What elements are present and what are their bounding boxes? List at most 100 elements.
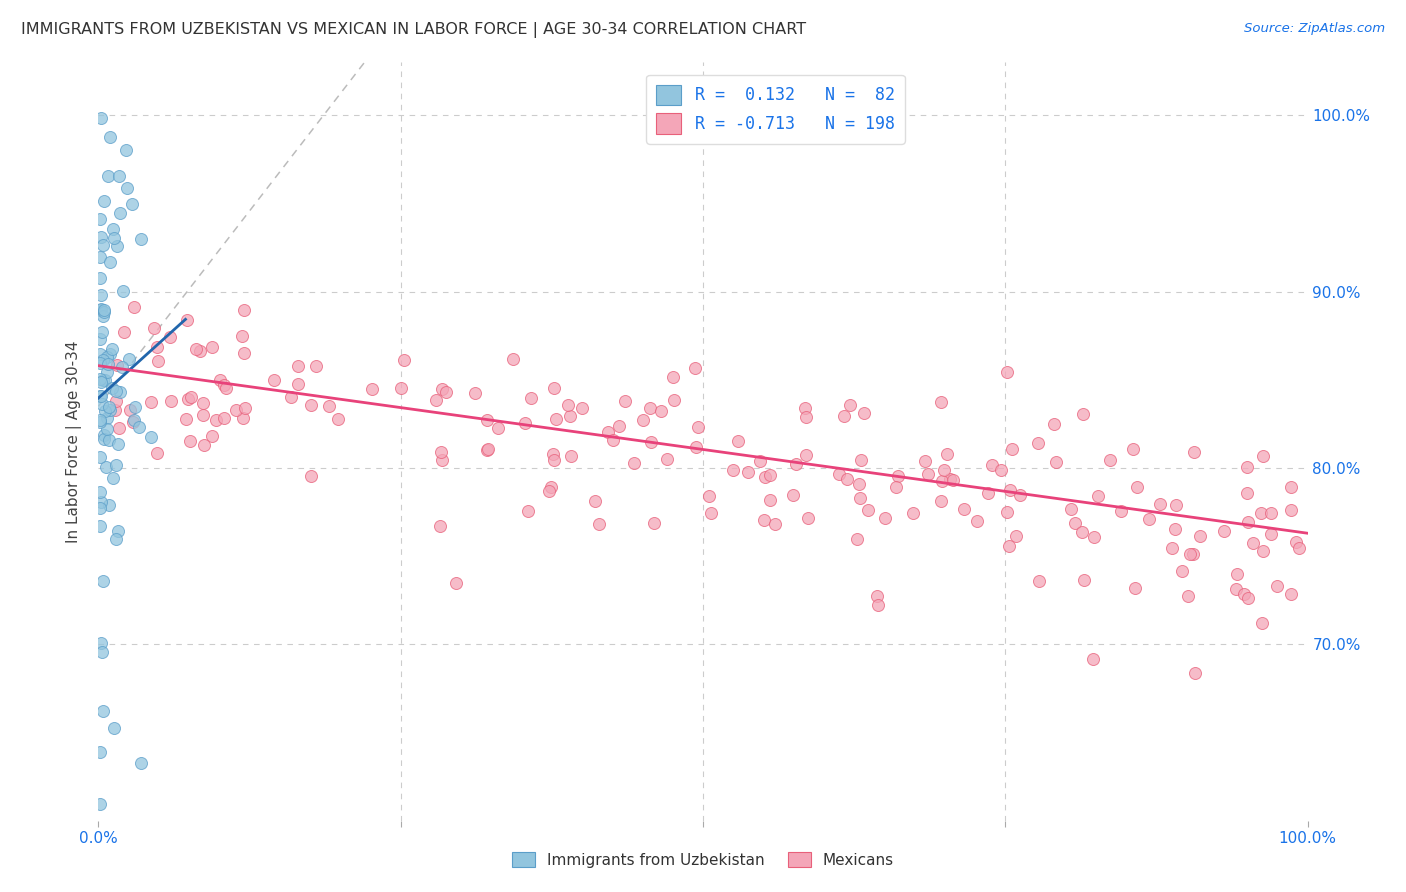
Point [543, 452, 565, 467]
Point [208, 373, 231, 387]
Point [838, 398, 860, 412]
Point [931, 474, 953, 488]
Point [90, 111, 112, 125]
Point [929, 493, 952, 508]
Point [90, 495, 112, 509]
Point [942, 473, 965, 487]
Point [464, 386, 486, 401]
Point [1166, 498, 1188, 512]
Point [602, 433, 624, 447]
Point [180, 391, 202, 405]
Point [263, 373, 285, 387]
Point [91, 645, 114, 659]
Point [392, 353, 415, 368]
Point [1073, 573, 1095, 587]
Point [849, 491, 872, 506]
Point [98, 346, 121, 360]
Point [1123, 582, 1146, 596]
Point [966, 514, 988, 528]
Point [486, 421, 509, 435]
Point [215, 381, 238, 395]
Point [1137, 512, 1160, 526]
Point [98, 498, 121, 512]
Point [89, 356, 111, 370]
Point [1260, 506, 1282, 520]
Point [389, 381, 412, 395]
Point [914, 454, 936, 468]
Point [1251, 615, 1274, 630]
Point [93, 428, 115, 442]
Point [1236, 591, 1258, 605]
Point [1288, 541, 1310, 555]
Point [1182, 445, 1205, 459]
Point [107, 436, 129, 450]
Point [103, 222, 125, 236]
Point [90, 287, 112, 301]
Point [89, 347, 111, 361]
Point [103, 721, 125, 735]
Point [1028, 574, 1050, 588]
Point [1098, 453, 1121, 467]
Point [758, 468, 780, 483]
Point [105, 458, 128, 472]
Point [901, 506, 924, 520]
Point [97, 357, 120, 371]
Text: IMMIGRANTS FROM UZBEKISTAN VS MEXICAN IN LABOR FORCE | AGE 30-34 CORRELATION CHA: IMMIGRANTS FROM UZBEKISTAN VS MEXICAN IN… [21, 22, 806, 38]
Point [232, 411, 254, 425]
Point [1241, 536, 1264, 550]
Point [513, 416, 536, 430]
Point [174, 412, 197, 426]
Point [111, 285, 134, 299]
Point [1070, 524, 1092, 539]
Point [124, 413, 146, 427]
Point [1149, 498, 1171, 512]
Point [1001, 442, 1024, 456]
Point [1161, 541, 1184, 555]
Point [557, 398, 579, 412]
Point [287, 376, 309, 391]
Point [299, 468, 322, 483]
Point [96, 422, 118, 436]
Point [89, 797, 111, 811]
Point [475, 413, 498, 427]
Point [929, 395, 952, 409]
Point [91, 325, 114, 339]
Point [1060, 502, 1083, 516]
Point [89, 270, 111, 285]
Point [932, 463, 955, 477]
Point [305, 359, 328, 374]
Point [212, 378, 235, 392]
Point [425, 392, 447, 407]
Point [90, 301, 112, 316]
Point [1260, 527, 1282, 541]
Point [98, 255, 121, 269]
Point [1126, 480, 1149, 494]
Point [1164, 522, 1187, 536]
Point [89, 450, 111, 464]
Point [108, 169, 131, 183]
Point [429, 445, 451, 459]
Point [640, 434, 662, 449]
Point [98, 401, 121, 415]
Y-axis label: In Labor Force | Age 30-34: In Labor Force | Age 30-34 [66, 340, 83, 543]
Point [94, 404, 117, 418]
Point [763, 516, 786, 531]
Point [834, 409, 856, 423]
Point [128, 419, 150, 434]
Point [94, 373, 117, 387]
Point [643, 516, 665, 530]
Point [1184, 665, 1206, 680]
Point [233, 302, 256, 317]
Point [980, 458, 1002, 473]
Point [108, 385, 131, 400]
Point [90, 389, 112, 403]
Point [91, 373, 114, 387]
Point [105, 358, 128, 372]
Point [685, 440, 707, 454]
Point [638, 401, 661, 416]
Point [662, 370, 685, 384]
Point [89, 484, 111, 499]
Point [688, 420, 710, 434]
Point [89, 250, 111, 264]
Point [560, 450, 582, 464]
